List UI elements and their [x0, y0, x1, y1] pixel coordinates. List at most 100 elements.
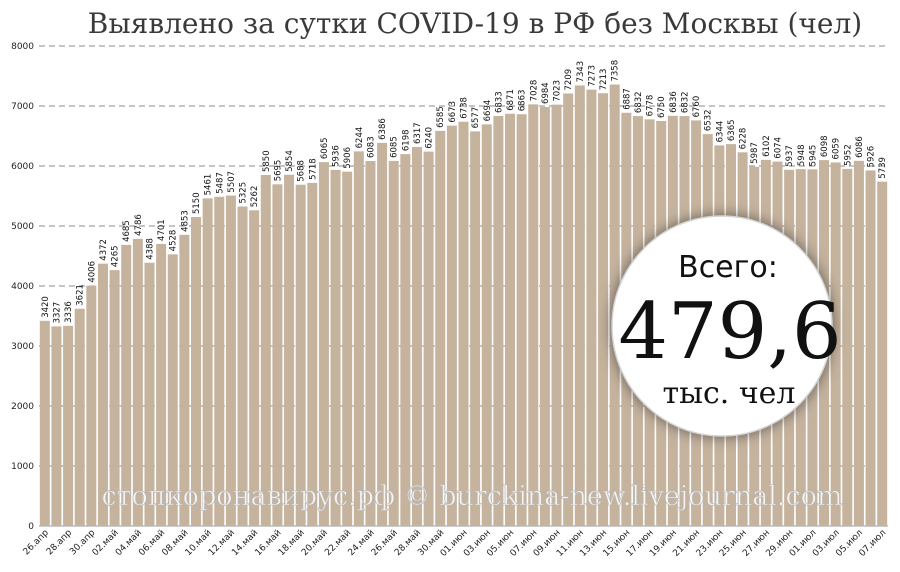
data-label: 5937	[785, 145, 795, 167]
bar	[435, 130, 446, 526]
bar	[284, 174, 295, 526]
bar	[167, 254, 178, 526]
data-label: 7273	[587, 65, 597, 87]
data-label: 6577	[471, 107, 481, 129]
bar	[470, 131, 481, 526]
data-label: 5926	[867, 146, 877, 168]
x-axis: 26.апр28.апр30.апр02.май04.май06.май08.м…	[22, 528, 889, 559]
y-tick-label: 1000	[11, 462, 34, 472]
bar	[458, 121, 469, 526]
bar	[202, 198, 213, 526]
bar	[51, 326, 62, 526]
bar	[156, 243, 167, 526]
bar	[121, 244, 132, 526]
y-tick-label: 7000	[11, 102, 34, 112]
data-label: 6386	[378, 118, 388, 140]
data-label: 5987	[750, 142, 760, 164]
data-label: 6198	[401, 129, 411, 151]
bar	[307, 182, 318, 527]
bar	[842, 168, 853, 526]
data-label: 6750	[657, 96, 667, 118]
bar	[272, 184, 283, 527]
data-label: 4786	[134, 214, 144, 236]
bar	[318, 162, 329, 526]
data-label: 6344	[715, 121, 725, 143]
bar	[39, 320, 50, 526]
bar	[365, 161, 376, 526]
total-value: 479,6	[618, 287, 841, 377]
bar	[179, 234, 190, 526]
data-label: 6365	[727, 119, 737, 141]
data-label: 3420	[41, 296, 51, 318]
y-axis: 0 1000 2000 3000 4000 5000 6000 7000 8000	[11, 42, 34, 532]
data-label: 6673	[448, 101, 458, 123]
data-label: 6832	[680, 91, 690, 113]
y-tick-label: 5000	[11, 222, 34, 232]
bar	[249, 210, 260, 526]
data-label: 6228	[739, 128, 749, 150]
data-label: 5325	[239, 182, 249, 204]
data-label: 6836	[669, 91, 679, 113]
data-label: 6833	[494, 91, 504, 113]
bar	[528, 104, 539, 526]
total-unit: тыс. чел	[663, 376, 796, 411]
data-label: 6074	[774, 137, 784, 159]
data-label: 6244	[355, 127, 365, 149]
data-label: 6585	[436, 106, 446, 128]
bar	[853, 160, 864, 526]
bar	[191, 217, 202, 526]
bar	[598, 93, 609, 526]
bar	[411, 146, 422, 527]
data-label: 5906	[343, 147, 353, 169]
data-label: 5952	[843, 144, 853, 166]
bar	[388, 160, 399, 526]
data-label: 5739	[878, 157, 888, 179]
data-label: 6694	[483, 100, 493, 122]
data-label: 6871	[506, 89, 516, 111]
data-label: 5718	[308, 158, 318, 180]
data-label: 6738	[460, 97, 470, 119]
data-label: 7343	[576, 61, 586, 83]
bar	[539, 106, 550, 527]
bar	[330, 169, 341, 526]
data-label: 6098	[820, 135, 830, 157]
bar	[214, 196, 225, 526]
data-label: 6984	[541, 82, 551, 104]
data-label: 6102	[762, 135, 772, 157]
data-label: 4685	[122, 220, 132, 242]
y-tick-label: 8000	[11, 42, 34, 52]
bar	[877, 181, 888, 526]
bar	[586, 89, 597, 527]
data-label: 7358	[611, 60, 621, 82]
data-label: 5487	[215, 172, 225, 194]
data-label: 3621	[76, 284, 86, 306]
bar	[109, 270, 120, 526]
y-tick-label: 3000	[11, 342, 34, 352]
data-label: 6065	[320, 137, 330, 159]
bar	[237, 206, 248, 526]
data-label: 5936	[332, 145, 342, 167]
data-label: 6059	[832, 138, 842, 160]
data-label: 5507	[227, 171, 237, 193]
data-label: 5461	[204, 174, 214, 196]
bar	[516, 114, 527, 526]
data-label: 7028	[529, 80, 539, 102]
data-label: 4006	[87, 261, 97, 283]
y-tick-label: 0	[28, 522, 34, 532]
bar	[74, 308, 85, 526]
data-label: 6778	[646, 95, 656, 117]
bar	[400, 154, 411, 526]
bar	[830, 162, 841, 526]
bar	[260, 175, 271, 526]
y-tick-label: 6000	[11, 162, 34, 172]
bar	[97, 263, 108, 526]
bar	[505, 113, 516, 527]
data-label: 5850	[262, 150, 272, 172]
data-label: 5854	[285, 150, 295, 172]
total-badge: Всего: 479,6 тыс. чел	[611, 215, 842, 437]
y-tick-label: 4000	[11, 282, 34, 292]
bar	[295, 184, 306, 526]
data-label: 6760	[692, 96, 702, 118]
data-label: 5695	[273, 160, 283, 182]
